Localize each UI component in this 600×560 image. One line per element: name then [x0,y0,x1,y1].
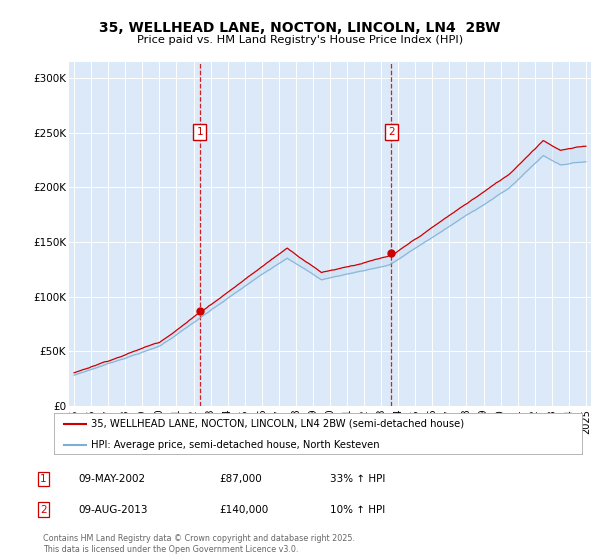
Text: £140,000: £140,000 [219,505,268,515]
Text: Price paid vs. HM Land Registry's House Price Index (HPI): Price paid vs. HM Land Registry's House … [137,35,463,45]
Text: 09-MAY-2002: 09-MAY-2002 [78,474,145,484]
Text: 1: 1 [196,127,203,137]
Text: 35, WELLHEAD LANE, NOCTON, LINCOLN, LN4  2BW: 35, WELLHEAD LANE, NOCTON, LINCOLN, LN4 … [100,21,500,35]
Text: HPI: Average price, semi-detached house, North Kesteven: HPI: Average price, semi-detached house,… [91,440,380,450]
Text: 2: 2 [40,505,47,515]
Text: £87,000: £87,000 [219,474,262,484]
Text: 33% ↑ HPI: 33% ↑ HPI [330,474,385,484]
Text: 1: 1 [40,474,47,484]
Text: 2: 2 [388,127,395,137]
Text: 35, WELLHEAD LANE, NOCTON, LINCOLN, LN4 2BW (semi-detached house): 35, WELLHEAD LANE, NOCTON, LINCOLN, LN4 … [91,419,464,429]
Text: 09-AUG-2013: 09-AUG-2013 [78,505,148,515]
Text: Contains HM Land Registry data © Crown copyright and database right 2025.
This d: Contains HM Land Registry data © Crown c… [43,534,355,554]
Text: 10% ↑ HPI: 10% ↑ HPI [330,505,385,515]
